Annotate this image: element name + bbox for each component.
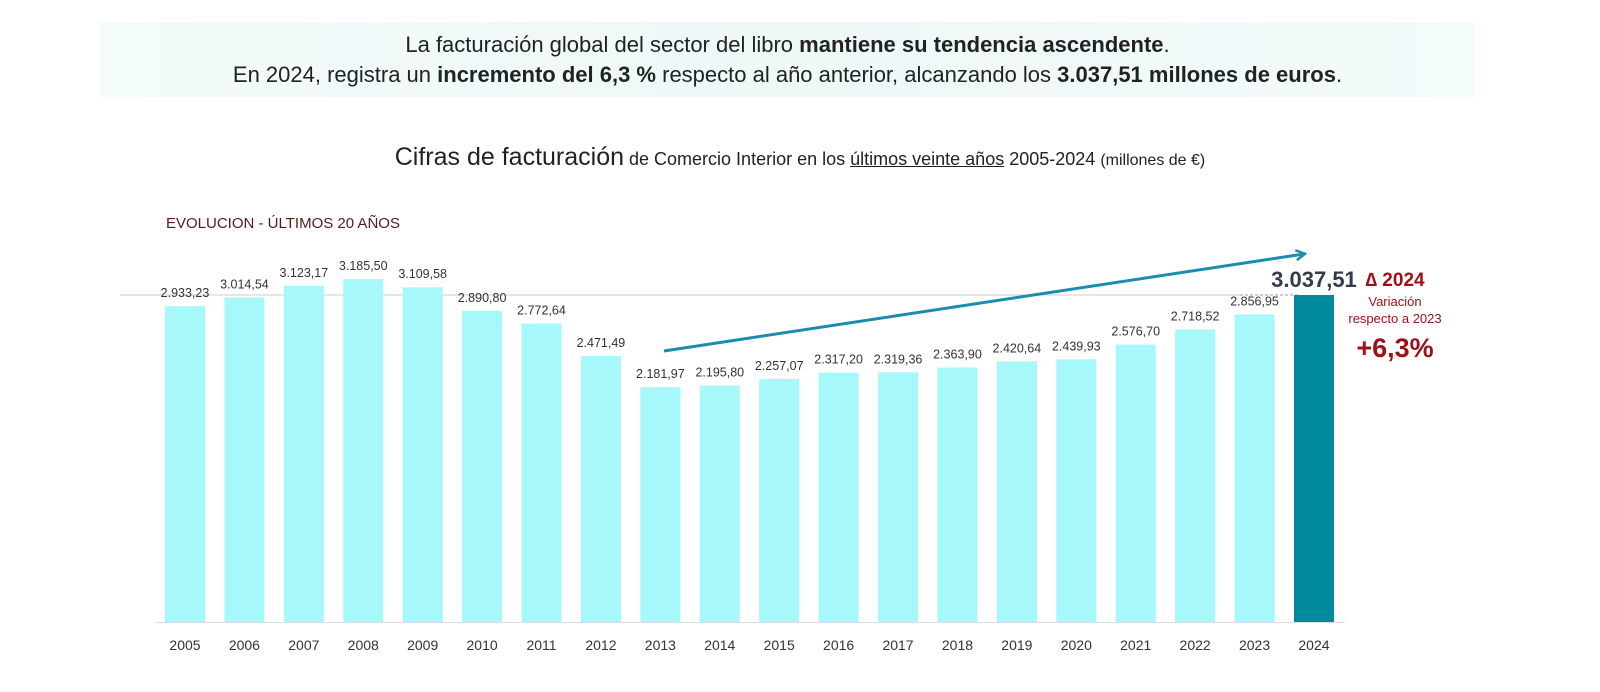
- bar-2010: [462, 310, 503, 622]
- headline-text: , registra un: [314, 62, 438, 87]
- headline-banner: La facturación global del sector del lib…: [100, 22, 1475, 97]
- tick-label-2012: 2012: [585, 637, 616, 653]
- chart-subtitle: EVOLUCION - ÚLTIMOS 20 AÑOS: [166, 215, 400, 232]
- bar-2021: [1115, 344, 1156, 622]
- data-label-2013: 2.181,97: [636, 367, 685, 381]
- tick-label-2018: 2018: [942, 637, 973, 653]
- bar-2009: [402, 287, 443, 622]
- bar-2008: [343, 279, 384, 622]
- data-label-2023: 2.856,95: [1230, 294, 1279, 308]
- bar-2024: [1293, 295, 1334, 622]
- tick-label-2022: 2022: [1180, 637, 1211, 653]
- bar-2020: [1056, 359, 1097, 622]
- data-label-2024: 3.037,51: [1271, 267, 1357, 292]
- delta-label: ∆ 2024: [1365, 270, 1425, 291]
- bar-2014: [699, 385, 740, 622]
- data-label-2009: 3.109,58: [398, 267, 447, 281]
- bar-2006: [224, 297, 265, 622]
- variation-label: Variación respecto a 2023: [1330, 293, 1460, 327]
- tick-label-2008: 2008: [348, 637, 379, 653]
- bar-2023: [1234, 314, 1275, 622]
- bar-2005: [165, 306, 205, 622]
- tick-label-2023: 2023: [1239, 637, 1270, 653]
- data-label-2007: 3.123,17: [280, 266, 329, 280]
- bar-2012: [580, 355, 621, 622]
- tick-label-2021: 2021: [1120, 637, 1151, 653]
- headline-text: respecto al año anterior, alcanzando los: [656, 62, 1058, 87]
- tick-label-2006: 2006: [229, 637, 260, 653]
- bar-2016: [818, 372, 859, 622]
- data-label-2019: 2.420,64: [993, 341, 1042, 355]
- tick-label-2013: 2013: [645, 637, 676, 653]
- headline-bold: incremento del 6,3 %: [437, 62, 656, 87]
- variation-value: +6,3%: [1356, 333, 1434, 363]
- headline-text: La facturación global del sector del lib…: [405, 32, 800, 57]
- trend-arrow: [663, 254, 1304, 353]
- data-label-2018: 2.363,90: [933, 348, 982, 362]
- data-label-2012: 2.471,49: [577, 336, 626, 350]
- bar-2022: [1175, 329, 1216, 622]
- title-part: 2005-2024: [1004, 149, 1101, 169]
- tick-label-2017: 2017: [882, 637, 913, 653]
- headline-bold: mantiene su tendencia ascendente: [799, 32, 1164, 57]
- title-part: de Comercio Interior en los: [624, 149, 851, 169]
- bar-2011: [521, 323, 562, 622]
- bar-2007: [283, 285, 324, 622]
- tick-label-2015: 2015: [764, 637, 795, 653]
- title-part: (millones de €): [1100, 152, 1206, 169]
- chart-title: Cifras de facturación de Comercio Interi…: [0, 143, 1600, 172]
- tick-label-2024: 2024: [1298, 637, 1329, 653]
- bar-2018: [937, 367, 978, 622]
- data-label-2017: 2.319,36: [874, 352, 923, 366]
- data-label-2020: 2.439,93: [1052, 339, 1101, 353]
- data-label-2010: 2.890,80: [458, 291, 507, 305]
- data-label-2022: 2.718,52: [1171, 309, 1220, 323]
- variation-line: respecto a 2023: [1348, 311, 1442, 326]
- bar-2013: [640, 387, 681, 622]
- headline-text: En 2024: [232, 62, 315, 87]
- title-part: últimos veinte años: [850, 149, 1005, 169]
- variation-line: Variación: [1368, 294, 1422, 309]
- bar-2017: [878, 372, 919, 622]
- tick-label-2019: 2019: [1001, 637, 1032, 653]
- tick-label-2007: 2007: [288, 637, 319, 653]
- tick-label-2011: 2011: [526, 637, 556, 653]
- data-label-2021: 2.576,70: [1111, 325, 1160, 339]
- bar-2015: [759, 379, 800, 622]
- tick-label-2005: 2005: [169, 637, 200, 653]
- headline-text: .: [1163, 32, 1170, 57]
- data-label-2011: 2.772,64: [517, 304, 566, 318]
- tick-label-2010: 2010: [467, 637, 498, 653]
- bar-2019: [996, 361, 1037, 622]
- data-label-2016: 2.317,20: [814, 353, 863, 367]
- data-label-2008: 3.185,50: [339, 259, 388, 273]
- data-label-2005: 2.933,23: [161, 286, 210, 300]
- tick-label-2020: 2020: [1061, 637, 1092, 653]
- tick-label-2009: 2009: [407, 637, 438, 653]
- data-label-2006: 3.014,54: [220, 277, 269, 291]
- tick-label-2016: 2016: [823, 637, 854, 653]
- title-part: Cifras de facturación: [394, 143, 625, 171]
- headline-bold: 3.037,51 millones de euros: [1057, 62, 1336, 87]
- tick-label-2014: 2014: [704, 637, 735, 653]
- headline-text: .: [1335, 62, 1343, 87]
- data-label-2015: 2.257,07: [755, 359, 804, 373]
- data-label-2014: 2.195,80: [695, 366, 744, 380]
